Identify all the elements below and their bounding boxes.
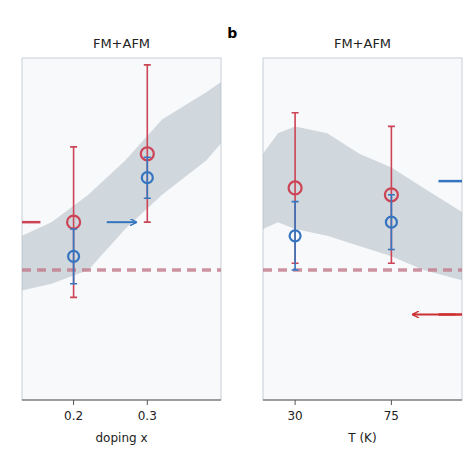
data-point xyxy=(290,230,301,241)
error-bar xyxy=(388,126,395,263)
x-tick xyxy=(391,400,392,405)
error-bar xyxy=(144,157,151,198)
arrow xyxy=(107,221,136,223)
x-tick-label: 0.2 xyxy=(64,409,83,423)
data-point xyxy=(289,181,302,194)
x-axis-label: doping x xyxy=(95,431,147,445)
error-bar xyxy=(144,65,151,222)
data-point xyxy=(386,217,397,228)
shaded-area xyxy=(263,126,462,280)
error-bar xyxy=(292,202,299,270)
plot-frame xyxy=(22,58,221,400)
panel: 0.2 0.3 doping x FM+AFM xyxy=(22,36,221,445)
panel-label: b xyxy=(227,25,237,41)
data-point xyxy=(68,251,79,262)
x-tick-label: 30 xyxy=(287,409,302,423)
x-axis-line xyxy=(263,400,462,401)
x-axis-line xyxy=(22,400,221,401)
plot-area xyxy=(263,113,462,315)
reference-line xyxy=(22,221,40,224)
chart-canvas: 0.2 0.3 doping x FM+AFM 30 75 T (K) FM+AFM b xyxy=(0,0,474,474)
x-axis-label: T (K) xyxy=(347,431,376,445)
plot-frame xyxy=(263,58,462,400)
shaded-area xyxy=(22,82,221,291)
arrow xyxy=(413,314,456,316)
x-tick xyxy=(147,400,148,405)
data-point xyxy=(67,216,80,229)
x-tick xyxy=(73,400,74,405)
panel-title: FM+AFM xyxy=(334,36,391,51)
error-bar xyxy=(70,229,77,284)
reference-line xyxy=(438,180,462,183)
panel-title: FM+AFM xyxy=(93,36,150,51)
error-bar xyxy=(70,147,77,297)
x-tick-label: 0.3 xyxy=(138,409,157,423)
x-tick xyxy=(295,400,296,405)
x-tick-label: 75 xyxy=(384,409,399,423)
panel: 30 75 T (K) FM+AFM b xyxy=(227,25,462,445)
plot-area xyxy=(22,65,221,298)
data-point xyxy=(142,172,153,183)
dashed-line xyxy=(22,268,221,272)
error-bar xyxy=(388,195,395,250)
